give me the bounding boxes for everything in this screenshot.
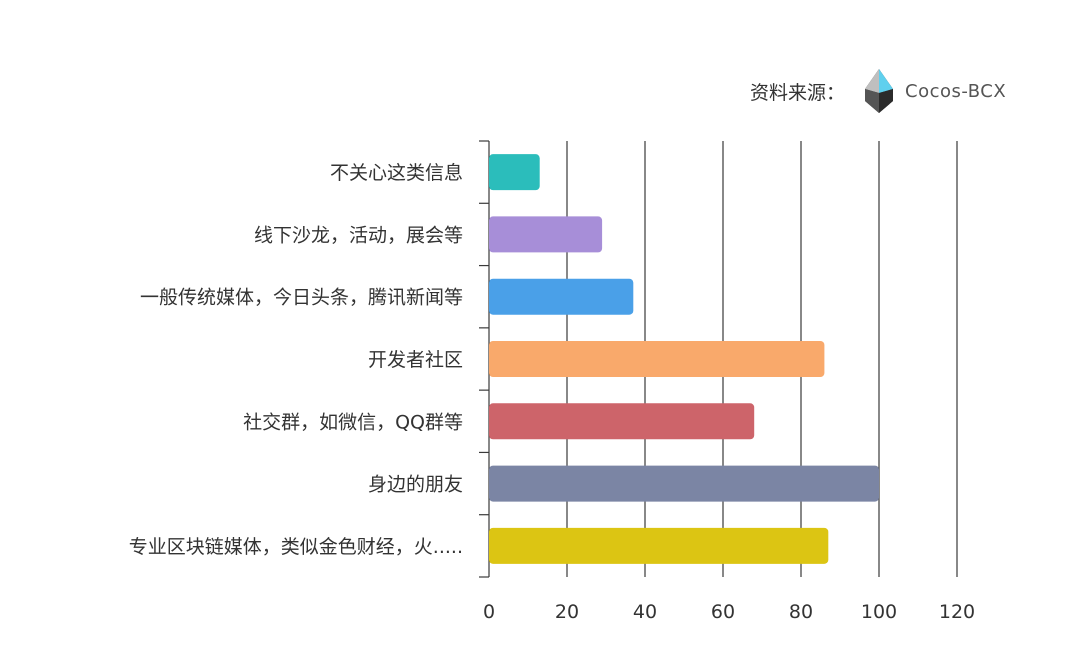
- x-tick-label: 60: [711, 601, 735, 623]
- x-tick-label: 120: [939, 601, 975, 623]
- category-label: 一般传统媒体，今日头条，腾讯新闻等: [140, 287, 463, 309]
- source-attribution: 资料来源： Cocos-BCX: [750, 66, 1006, 116]
- x-tick-label: 80: [789, 601, 813, 623]
- source-label: 资料来源：: [750, 81, 846, 104]
- bar: [489, 278, 634, 315]
- x-tick-label: 100: [861, 601, 897, 623]
- x-tick-labels: 0 20 40 60 80 100 120: [483, 601, 975, 623]
- source-brand: Cocos-BCX: [905, 80, 1007, 102]
- x-tick-label: 0: [483, 601, 495, 623]
- bar: [489, 154, 540, 191]
- x-tick-label: 40: [633, 601, 657, 623]
- bar: [489, 465, 879, 502]
- category-label: 线下沙龙，活动，展会等: [254, 224, 463, 246]
- bar: [489, 527, 829, 564]
- bars: [489, 154, 879, 564]
- x-tick-label: 20: [555, 601, 579, 623]
- bar: [489, 403, 755, 440]
- y-axis: [479, 140, 490, 578]
- category-labels: 不关心这类信息线下沙龙，活动，展会等一般传统媒体，今日头条，腾讯新闻等开发者社区…: [129, 162, 463, 558]
- category-label: 社交群，如微信，QQ群等: [243, 411, 463, 433]
- category-label: 开发者社区: [368, 349, 463, 371]
- category-label: 不关心这类信息: [330, 162, 463, 184]
- category-label: 专业区块链媒体，类似金色财经，火.....: [129, 536, 463, 558]
- category-label: 身边的朋友: [368, 474, 463, 496]
- bar: [489, 341, 825, 377]
- cocos-bcx-crystal-icon: [865, 69, 894, 113]
- bar: [489, 216, 603, 253]
